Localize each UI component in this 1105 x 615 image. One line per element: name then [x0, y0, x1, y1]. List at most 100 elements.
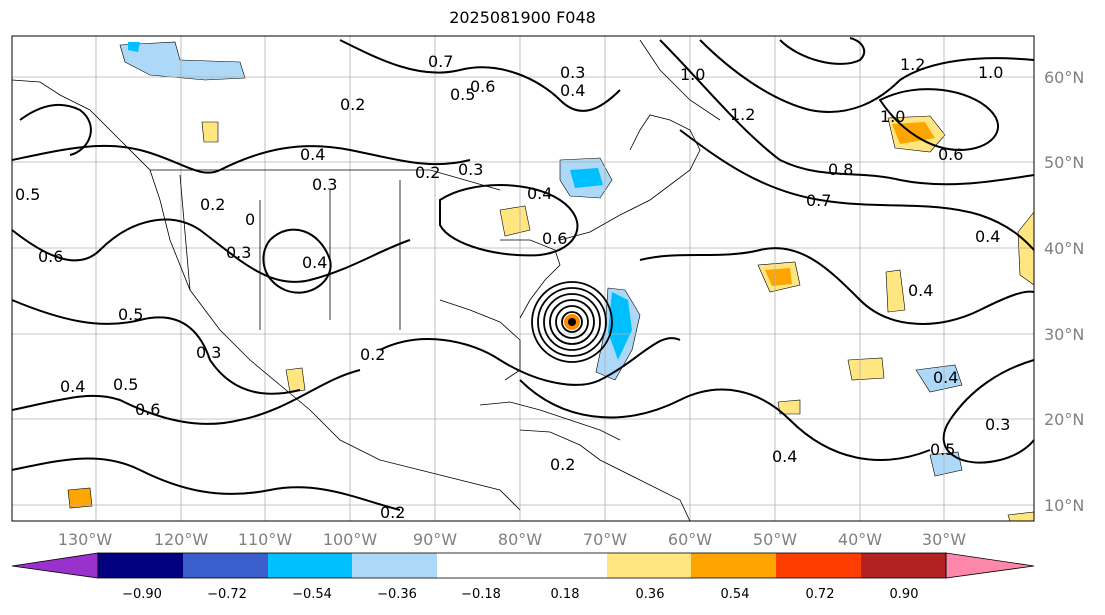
colorbar-tick-label: −0.18 [461, 587, 501, 602]
lat-tick-label: 20°N [1044, 410, 1084, 429]
lat-tick-label: 10°N [1044, 496, 1084, 515]
contour-label: 0.6 [938, 145, 963, 164]
hurricane-contours [531, 281, 613, 363]
contour-label: 1.0 [978, 63, 1003, 82]
lon-tick-label: 30°W [922, 530, 966, 549]
colorbar-tick-label: −0.54 [292, 587, 332, 602]
orange-patch-pacific [67, 487, 93, 509]
contour-label: 1.2 [900, 55, 925, 74]
colorbar-tick-label: −0.90 [122, 587, 162, 602]
colorbar-tick-label: 0.36 [636, 587, 665, 602]
contour-label: 0.5 [118, 305, 143, 324]
contour-label: 0.6 [38, 247, 63, 266]
contour-label: 0.3 [560, 63, 585, 82]
shaded-patches [67, 41, 1035, 522]
contour-label: 0.3 [226, 243, 251, 262]
colorbar-extend-min [11, 552, 99, 579]
contour-label: 0.3 [985, 415, 1010, 434]
contour-label: 0.2 [200, 195, 225, 214]
contour-label: 0.8 [828, 160, 853, 179]
colorbar-segment [522, 553, 607, 578]
lon-tick-label: 80°W [498, 530, 542, 549]
blue-patch-south [929, 451, 963, 477]
lon-tick-label: 50°W [753, 530, 797, 549]
lon-tick-label: 40°W [838, 530, 882, 549]
lat-tick-label: 50°N [1044, 153, 1084, 172]
contour-label: 0.3 [196, 343, 221, 362]
contour-label: 0.3 [458, 160, 483, 179]
contour-label: 0.5 [450, 85, 475, 104]
latitude-labels: 60°N 50°N 40°N 30°N 20°N 10°N [1044, 68, 1084, 515]
contour-label: 0.4 [300, 145, 325, 164]
contour-label: 0.2 [340, 95, 365, 114]
contour-label: 0.4 [527, 184, 552, 203]
yellow-patch-greatlakes [499, 205, 531, 237]
contour-label: 0.7 [428, 52, 453, 71]
lat-tick-label: 40°N [1044, 239, 1084, 258]
coastlines [11, 39, 721, 522]
map-background [12, 36, 1034, 521]
yellow-patch-canada [201, 121, 219, 143]
contour-label: 0.6 [135, 400, 160, 419]
contour-label: 0.4 [933, 368, 958, 387]
contour-label: 0.3 [312, 175, 337, 194]
lon-tick-label: 70°W [583, 530, 627, 549]
colorbar-frame [97, 552, 947, 579]
contour-label: 0.2 [380, 503, 405, 522]
colorbar: −0.90 −0.72 −0.54 −0.36 −0.18 0.18 0.36 … [11, 552, 1035, 602]
gridlines [12, 36, 1034, 521]
hurricane-eye [568, 318, 576, 326]
colorbar-segment [776, 553, 861, 578]
colorbar-segment [607, 553, 691, 578]
colorbar-tick-label: 0.18 [551, 587, 580, 602]
lat-tick-label: 30°N [1044, 325, 1084, 344]
contour-label: 0.2 [415, 163, 440, 182]
yellow-patch-strip [885, 269, 906, 313]
contour-label: 0.5 [15, 185, 40, 204]
contour-lines [11, 37, 1035, 511]
map-frame [11, 35, 1035, 522]
blue-core-greatlakes [570, 168, 603, 188]
contour-label: 1.0 [680, 65, 705, 84]
colorbar-segment [268, 553, 352, 578]
longitude-labels: 130°W 120°W 110°W 100°W 90°W 80°W 70°W 6… [58, 530, 966, 549]
colorbar-extend-max [945, 552, 1035, 579]
contour-label: 0.4 [560, 81, 585, 100]
colorbar-segment [183, 553, 268, 578]
contour-label: 0.5 [930, 440, 955, 459]
yellow-patch-east [847, 357, 885, 381]
yellow-patch-mexico [285, 367, 306, 393]
colorbar-segment [691, 553, 776, 578]
blue-core-northwest [128, 42, 140, 52]
orange-core-central [765, 268, 792, 286]
lon-tick-label: 120°W [154, 530, 209, 549]
blue-patch-atlantic [915, 364, 963, 393]
colorbar-segment [98, 553, 183, 578]
contour-label: 0.4 [975, 227, 1000, 246]
colorbar-tick-label: 0.90 [890, 587, 919, 602]
lat-tick-label: 60°N [1044, 68, 1084, 87]
contour-label: 0.4 [60, 377, 85, 396]
lon-tick-label: 100°W [323, 530, 378, 549]
contour-label: 0.7 [806, 191, 831, 210]
map-title: 2025081900 F048 [449, 8, 596, 27]
contour-label: 0.4 [908, 281, 933, 300]
contour-label: 0.2 [550, 455, 575, 474]
colorbar-segment [352, 553, 437, 578]
contour-labels: 0.7 0.6 0.5 0.3 0.4 0.2 0.4 0.3 0.2 0.3 … [15, 52, 1010, 522]
contour-label: 0.2 [360, 345, 385, 364]
contour-label: 0.4 [302, 253, 327, 272]
lon-tick-label: 60°W [668, 530, 712, 549]
colorbar-tick-label: −0.72 [207, 587, 247, 602]
blue-patch-northwest [119, 41, 246, 81]
contour-label: 0.6 [542, 229, 567, 248]
colorbar-segment [861, 553, 946, 578]
contour-label: 0 [245, 210, 255, 229]
contour-label: 1.0 [880, 107, 905, 126]
colorbar-segment [437, 553, 522, 578]
lon-tick-label: 110°W [238, 530, 293, 549]
contour-label: 1.2 [730, 105, 755, 124]
orange-core-northatlantic [892, 122, 935, 144]
lon-tick-label: 130°W [58, 530, 113, 549]
